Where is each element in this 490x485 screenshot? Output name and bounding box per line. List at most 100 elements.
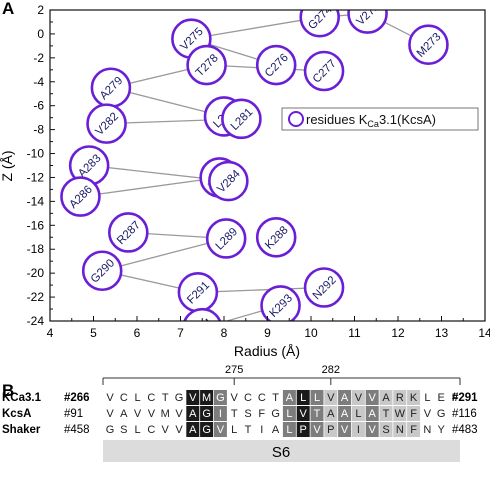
alignment-residue: V: [189, 392, 197, 404]
x-axis-label: Radius (Å): [234, 343, 300, 359]
alignment-residue: L: [424, 392, 430, 404]
alignment-residue: T: [231, 408, 238, 420]
residue-circle: [186, 44, 227, 86]
x-axis: 4 5 6 7 8 9 10 11 12 13 14: [47, 316, 490, 340]
x-tick-label: 10: [304, 326, 318, 340]
alignment-residue: V: [231, 392, 239, 404]
alignment-residue: T: [272, 392, 279, 404]
alignment-residue: F: [410, 424, 417, 436]
residue-shade: [393, 390, 407, 405]
alignment-residue: V: [369, 424, 377, 436]
alignment-residue: G: [216, 392, 225, 404]
residue-marker: K288: [255, 216, 297, 258]
scatter-plot: G274V272M273V275T278C276C277A279V282L280…: [0, 3, 490, 359]
alignment-residue: A: [272, 424, 280, 436]
y-tick-label: -6: [33, 99, 44, 113]
residue-shade: [365, 390, 379, 405]
alignment-residue: C: [147, 392, 155, 404]
alignment-residue: V: [106, 392, 114, 404]
y-tick-label: 2: [37, 3, 44, 17]
residue-shade: [213, 422, 227, 437]
alignment-residue: V: [313, 424, 321, 436]
alignment-residue: V: [106, 408, 114, 420]
y-tick-label: -10: [27, 147, 45, 161]
residue-shade: [407, 406, 421, 421]
panel-b-label: B: [2, 381, 14, 400]
alignment-residue: L: [135, 392, 141, 404]
x-tick-label: 5: [90, 326, 97, 340]
residue-circle: [221, 98, 262, 140]
residue-circle: [81, 250, 123, 292]
alignment-residue: C: [120, 392, 128, 404]
residue-shade: [324, 406, 338, 421]
residue-shade: [338, 406, 352, 421]
residue-shade: [365, 406, 379, 421]
alignment-residue: L: [314, 392, 320, 404]
alignment-residue: V: [217, 424, 225, 436]
legend-marker: [288, 111, 304, 127]
y-axis: 2 0 -2 -4 -6 -8 -10 -12 -14 -16 -18 -20 -22 -24: [27, 3, 55, 328]
residue-shade: [379, 422, 393, 437]
alignment-residue: A: [286, 392, 294, 404]
alignment-residue: I: [219, 408, 222, 420]
alignment-residue: V: [162, 424, 170, 436]
alignment-residue: L: [135, 424, 141, 436]
alignment-residue: V: [175, 424, 183, 436]
residue-circle: [208, 160, 249, 202]
alignment-residue: G: [175, 392, 184, 404]
residue-shade: [351, 422, 365, 437]
residue-circle: [60, 176, 101, 217]
alignment-residue: G: [437, 408, 446, 420]
y-tick-label: -20: [27, 266, 45, 280]
residue-shade: [213, 390, 227, 405]
residue-shade: [186, 406, 200, 421]
alignment-residue: S: [120, 424, 127, 436]
residue-shade: [338, 422, 352, 437]
residue-circle: [205, 218, 247, 259]
alignment-residue: F: [452, 392, 459, 404]
alignment-residue: V: [341, 424, 349, 436]
y-tick-label: 0: [37, 27, 44, 41]
x-tick-label: 13: [435, 326, 449, 340]
residue-shade: [200, 406, 214, 421]
residue-shade: [351, 406, 365, 421]
alignment-residue: V: [134, 408, 142, 420]
alignment-residue: T: [245, 424, 252, 436]
connection-lines: [80, 12, 429, 321]
alignment-residue: I: [260, 424, 263, 436]
y-tick-label: -12: [27, 170, 45, 184]
y-tick-label: -22: [27, 290, 45, 304]
residue-circle: [86, 103, 127, 144]
alignment-residue: L: [355, 408, 361, 420]
residue-shade: [338, 390, 352, 405]
residue-shade: [282, 422, 296, 437]
alignment-residue: S: [382, 424, 389, 436]
alignment-residue: C: [244, 392, 252, 404]
y-tick-label: -24: [27, 314, 45, 328]
x-tick-label: 9: [264, 326, 271, 340]
residue-markers: G274V272M273V275T278C276C277A279V282L280…: [60, 10, 449, 321]
alignment-residue: E: [438, 392, 445, 404]
alignment-residue: G: [202, 424, 211, 436]
residue-marker: T278: [186, 44, 227, 86]
residue-shade: [310, 406, 324, 421]
alignment-residue: N: [423, 424, 431, 436]
alignment-residue: F: [410, 408, 417, 420]
residue-shade: [324, 422, 338, 437]
residue-shade: [200, 390, 214, 405]
residue-marker: V272: [347, 10, 388, 34]
alignment-residue: L: [286, 424, 292, 436]
alignment-residue: T: [314, 408, 321, 420]
residue-marker: N292: [303, 267, 345, 308]
alignment-residue: P: [300, 424, 307, 436]
alignment-residue: L: [286, 408, 292, 420]
alignment-residue: V: [369, 392, 377, 404]
residue-shade: [393, 422, 407, 437]
alignment-residue: V: [300, 408, 308, 420]
residue-marker: G274: [299, 10, 340, 38]
residue-marker: R287: [108, 212, 149, 253]
y-tick-label: -18: [27, 242, 45, 256]
residue-shade: [213, 406, 227, 421]
sequence-end: #291: [452, 392, 478, 404]
alignment-residue: I: [357, 424, 360, 436]
